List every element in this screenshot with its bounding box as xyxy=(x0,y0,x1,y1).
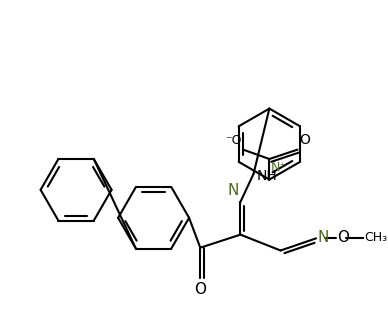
Text: N: N xyxy=(227,183,239,198)
Text: O: O xyxy=(299,133,310,147)
Text: N⁺: N⁺ xyxy=(271,161,287,174)
Text: N: N xyxy=(318,230,329,245)
Text: O: O xyxy=(194,282,206,297)
Text: ⁻O: ⁻O xyxy=(225,134,241,147)
Text: CH₃: CH₃ xyxy=(365,231,388,244)
Text: NH: NH xyxy=(256,169,277,183)
Text: O: O xyxy=(338,230,350,245)
